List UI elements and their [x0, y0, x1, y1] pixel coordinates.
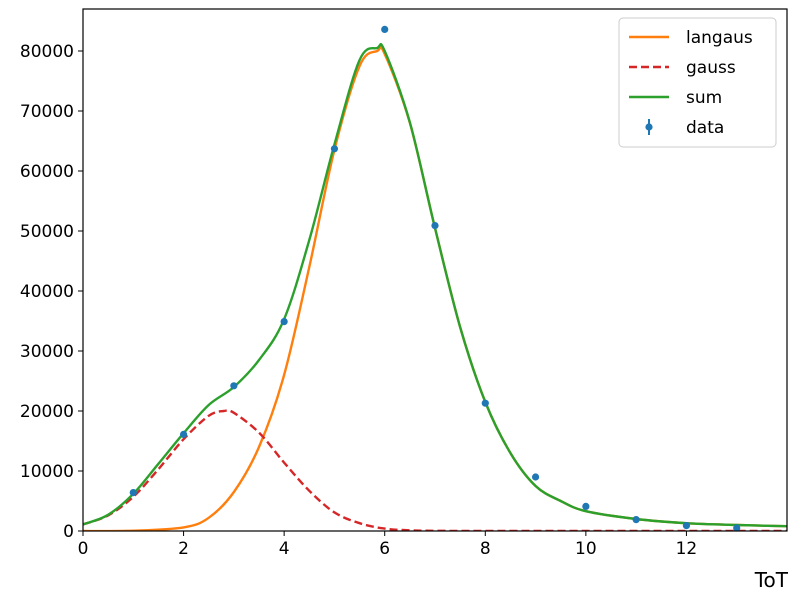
x-tick-label: 10 [575, 539, 597, 559]
sum-legend-label: sum [686, 88, 722, 108]
data-point [431, 222, 439, 230]
legend: langaus gauss sum data [618, 17, 777, 148]
data-legend-label: data [686, 118, 724, 138]
data-point [179, 430, 188, 438]
y-tick-label: 50000 [20, 222, 74, 242]
data-point [230, 382, 238, 390]
data-point [381, 25, 389, 33]
data-point [481, 399, 489, 407]
data-legend-marker [645, 123, 653, 131]
data-point [129, 489, 137, 497]
y-tick-label: 20000 [20, 402, 74, 422]
plot-area [82, 8, 788, 532]
x-tick-label: 6 [379, 539, 390, 559]
axis-ticks: 0 2 4 6 8 10 12 0 10000 20000 30000 40000 50000 60000… [20, 42, 697, 559]
y-tick-label: 70000 [20, 102, 74, 122]
y-tick-label: 30000 [20, 342, 74, 362]
x-axis-label: ToT [754, 568, 789, 592]
data-point [682, 522, 691, 530]
y-tick-label: 40000 [20, 282, 74, 302]
y-tick-label: 80000 [20, 42, 74, 62]
data-point [280, 318, 288, 326]
data-point [733, 524, 741, 532]
x-tick-label: 12 [676, 539, 698, 559]
data-point [582, 502, 590, 510]
x-tick-label: 8 [480, 539, 491, 559]
langaus-legend-label: langaus [686, 28, 753, 48]
y-tick-label: 60000 [20, 162, 74, 182]
y-tick-label: 0 [63, 522, 74, 542]
data-point [531, 473, 540, 481]
x-tick-label: 2 [178, 539, 189, 559]
data-point [330, 145, 339, 153]
x-tick-label: 4 [279, 539, 290, 559]
data-point [632, 516, 640, 524]
y-tick-label: 10000 [20, 462, 74, 482]
x-tick-label: 0 [78, 539, 89, 559]
gauss-legend-label: gauss [686, 58, 736, 78]
sum-curve [83, 43, 787, 528]
legend-box [618, 17, 777, 148]
axes-frame [82, 8, 788, 532]
